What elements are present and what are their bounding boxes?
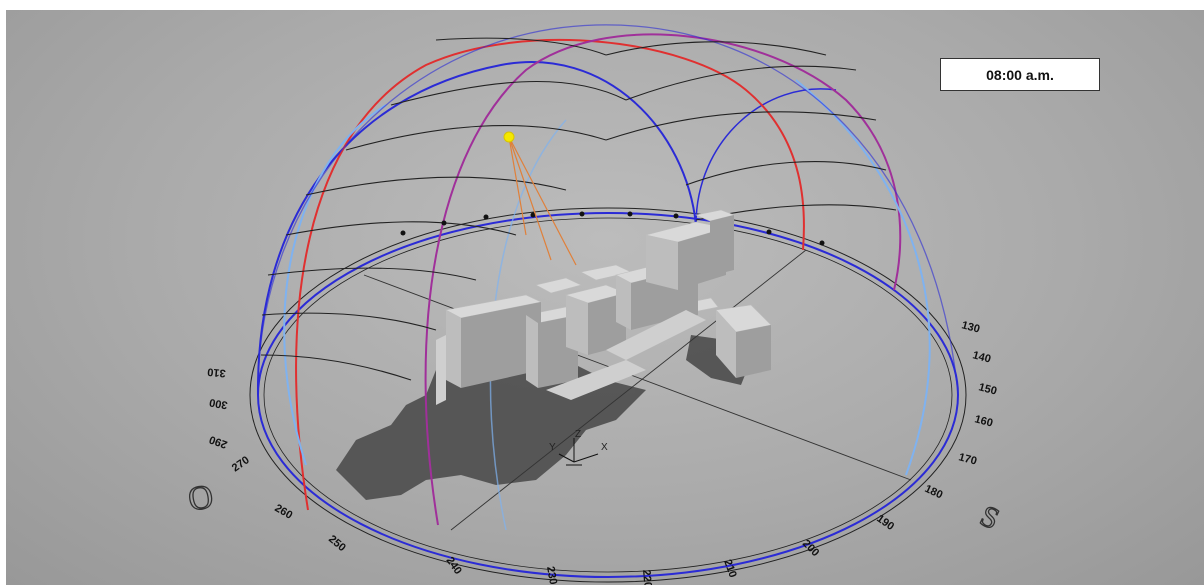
- deg-label: 240: [444, 555, 464, 577]
- deg-label: 310: [207, 365, 226, 379]
- deg-label: 300: [208, 396, 228, 411]
- deg-label: 170: [957, 451, 978, 467]
- buildings-model: [436, 209, 772, 405]
- deg-label: 190: [874, 513, 896, 533]
- deg-label: 150: [977, 381, 998, 397]
- deg-label: 180: [923, 483, 945, 502]
- axis-label-y: Y: [549, 442, 556, 453]
- cardinal-south: S: [975, 499, 1004, 536]
- deg-label: 290: [208, 433, 229, 451]
- axis-label-x: X: [601, 442, 608, 453]
- deg-label: 270: [230, 454, 252, 474]
- deg-label: 140: [971, 349, 992, 365]
- deg-label: 130: [960, 319, 981, 335]
- sun-icon: [503, 131, 515, 143]
- degree-labels: 270 260 250 240 230 220 210 200 190 180 …: [207, 319, 998, 585]
- axis-label-z: Z: [575, 429, 581, 440]
- deg-label: 250: [326, 533, 348, 554]
- deg-label: 160: [973, 413, 994, 429]
- sun-path-dome: [256, 24, 959, 531]
- deg-label: 260: [273, 502, 295, 522]
- time-display: 08:00 a.m.: [940, 58, 1100, 91]
- cardinal-west: O: [185, 478, 216, 519]
- sun-path-diagram: Z X Y 270 260 250 240 230 220 210 200 19…: [185, 24, 1005, 585]
- sun-rays: [508, 136, 577, 266]
- deg-label: 220: [640, 569, 654, 585]
- sun-path-viewport[interactable]: Z X Y 270 260 250 240 230 220 210 200 19…: [6, 10, 1204, 585]
- axis-gizmo-icon: [558, 438, 599, 466]
- deg-label: 210: [721, 558, 739, 579]
- hour-markers: [400, 211, 825, 246]
- deg-label: 230: [544, 565, 559, 585]
